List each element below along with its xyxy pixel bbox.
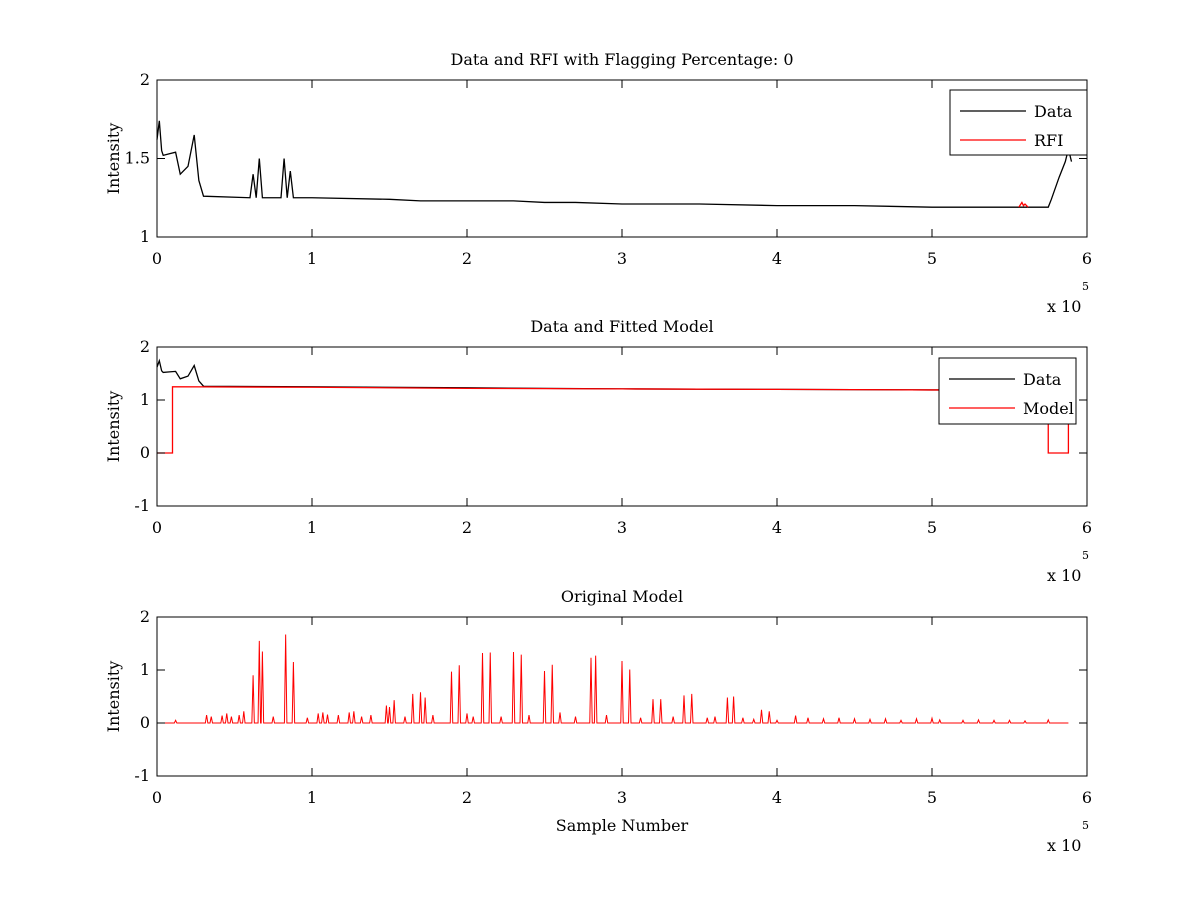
x-tick-label: 2	[462, 518, 472, 537]
x-tick-label: 3	[617, 518, 627, 537]
series-line-model	[157, 386, 1072, 454]
subplot-1: Data and RFI with Flagging Percentage: 0…	[104, 50, 1092, 316]
legend-box	[949, 89, 1088, 156]
y-tick-label: -1	[134, 496, 150, 515]
x-tick-label: 5	[927, 788, 937, 807]
y-axis-label: Intensity	[104, 661, 123, 733]
x-tick-label: 6	[1082, 249, 1092, 268]
x-axis-exponent-base: x 10	[1047, 566, 1081, 585]
y-tick-label: -1	[134, 766, 150, 785]
legend-label-rfi: RFI	[1034, 131, 1063, 150]
x-axis-label: Sample Number	[556, 816, 689, 835]
x-tick-label: 3	[617, 788, 627, 807]
x-tick-label: 3	[617, 249, 627, 268]
x-tick-label: 6	[1082, 518, 1092, 537]
y-tick-label: 0	[140, 443, 150, 462]
subplot-title: Original Model	[561, 587, 683, 606]
series-group	[156, 120, 1073, 208]
subplot-title: Data and RFI with Flagging Percentage: 0	[450, 50, 793, 69]
y-tick-label: 1	[140, 227, 150, 246]
series-line-data	[156, 120, 1073, 208]
x-axis-exponent-power: 5	[1082, 280, 1089, 293]
x-axis-exponent-power: 5	[1082, 819, 1089, 832]
series-line-rfi	[1018, 201, 1029, 208]
x-tick-label: 0	[152, 788, 162, 807]
x-tick-label: 0	[152, 518, 162, 537]
y-axis-label: Intensity	[104, 391, 123, 463]
x-tick-label: 1	[307, 788, 317, 807]
x-axis-exponent-base: x 10	[1047, 297, 1081, 316]
y-tick-label: 2	[140, 337, 150, 356]
x-tick-label: 1	[307, 518, 317, 537]
legend-label-data: Data	[1023, 370, 1062, 389]
x-tick-label: 4	[772, 249, 782, 268]
y-tick-label: 1	[140, 390, 150, 409]
y-axis-label: Intensity	[104, 123, 123, 195]
x-tick-label: 2	[462, 249, 472, 268]
x-tick-label: 0	[152, 249, 162, 268]
legend: Data Model	[938, 357, 1077, 425]
y-tick-label: 1	[140, 660, 150, 679]
x-tick-label: 2	[462, 788, 472, 807]
x-tick-label: 6	[1082, 788, 1092, 807]
x-tick-label: 4	[772, 788, 782, 807]
legend-box	[938, 357, 1077, 425]
legend: Data RFI	[949, 89, 1088, 156]
y-tick-label: 2	[140, 607, 150, 626]
x-tick-label: 1	[307, 249, 317, 268]
series-line-1	[157, 634, 1069, 724]
x-tick-label: 5	[927, 518, 937, 537]
subplot-title: Data and Fitted Model	[530, 317, 713, 336]
y-tick-label: 2	[140, 70, 150, 89]
x-tick-label: 5	[927, 249, 937, 268]
subplot-panels: Data and RFI with Flagging Percentage: 0…	[104, 50, 1092, 855]
x-axis-exponent-base: x 10	[1047, 836, 1081, 855]
legend-label-data: Data	[1034, 102, 1073, 121]
x-tick-label: 4	[772, 518, 782, 537]
y-tick-label: 0	[140, 713, 150, 732]
subplot-3: Original Model Intensity Sample Number 0 1 2 3…	[104, 587, 1092, 855]
series-group	[157, 634, 1069, 724]
x-axis-exponent-power: 5	[1082, 549, 1089, 562]
y-tick-label: 1.5	[125, 149, 150, 168]
legend-label-model: Model	[1023, 399, 1074, 418]
